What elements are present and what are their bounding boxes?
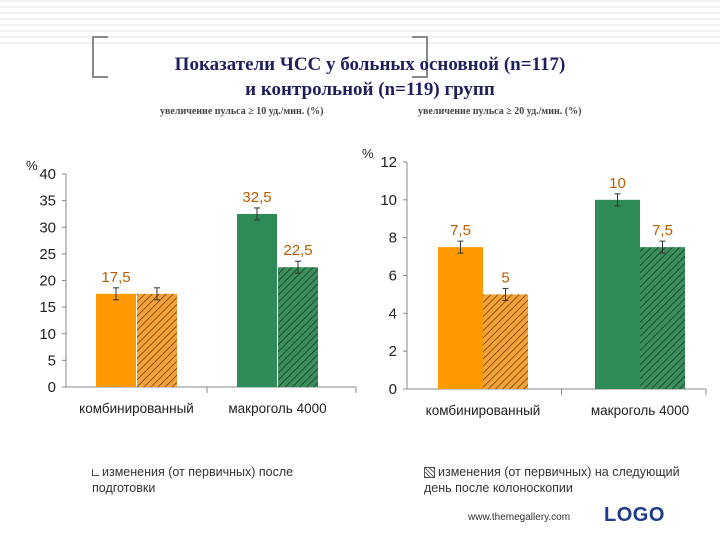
y-tick-label: 6 [389, 268, 397, 285]
y-axis-label: % [362, 146, 374, 161]
bar [237, 213, 277, 387]
legend-swatch-icon [92, 469, 99, 477]
chart1-legend-text: изменения (от первичных) после подготовк… [92, 465, 294, 495]
x-category-label: комбинированный [79, 401, 194, 416]
y-axis-label: % [26, 158, 38, 173]
chart2-legend-text: изменения (от первичных) на следующий де… [424, 465, 680, 495]
bar [96, 293, 136, 387]
y-tick-label: 10 [380, 192, 397, 209]
x-category-label: макроголь 4000 [591, 403, 689, 418]
bar [483, 294, 528, 389]
title-line-1: Показатели ЧСС у больных основной (n=117… [174, 54, 566, 75]
y-tick-label: 30 [39, 219, 56, 236]
right-bracket-decoration [412, 36, 428, 78]
data-label: 7,5 [450, 222, 471, 239]
chart1-subtitle: увеличение пульса ≥ 10 уд./мин. (%) [160, 106, 324, 117]
data-label: 5 [501, 269, 509, 286]
bar [137, 293, 177, 387]
chart2-legend: изменения (от первичных) на следующий де… [424, 464, 704, 496]
y-tick-label: 12 [380, 154, 397, 171]
y-tick-label: 0 [389, 381, 397, 398]
data-label: 17,5 [101, 269, 130, 286]
data-label: 10 [609, 175, 626, 192]
bar [595, 199, 640, 389]
bar [640, 247, 685, 389]
page-title: Показатели ЧСС у больных основной (n=117… [100, 52, 640, 102]
footer-url: www.themegallery.com [468, 512, 571, 523]
header-decoration [0, 0, 720, 48]
data-label: 7,5 [652, 222, 673, 239]
left-bracket-decoration [92, 36, 108, 78]
logo: LOGO [604, 504, 665, 526]
y-tick-label: 25 [39, 246, 56, 263]
x-category-label: комбинированный [426, 403, 541, 418]
bar [438, 247, 483, 389]
y-tick-label: 5 [48, 352, 56, 369]
y-tick-label: 40 [39, 166, 56, 183]
chart1-legend: изменения (от первичных) после подготовк… [92, 464, 322, 496]
x-category-label: макроголь 4000 [228, 401, 326, 416]
y-tick-label: 8 [389, 230, 397, 247]
bar [278, 267, 318, 387]
data-label: 32,5 [242, 189, 271, 206]
data-label: 22,5 [283, 242, 312, 259]
y-tick-label: 2 [389, 343, 397, 360]
y-tick-label: 10 [39, 326, 56, 343]
y-tick-label: 4 [389, 305, 397, 322]
y-tick-label: 15 [39, 299, 56, 316]
y-tick-label: 20 [39, 273, 56, 290]
legend-hatch-icon [424, 467, 435, 479]
chart2-subtitle: увеличение пульса ≥ 20 уд./мин. (%) [418, 106, 582, 117]
title-line-2: и контрольной (n=119) групп [245, 79, 495, 100]
y-tick-label: 0 [48, 379, 56, 396]
y-tick-label: 35 [39, 193, 56, 210]
